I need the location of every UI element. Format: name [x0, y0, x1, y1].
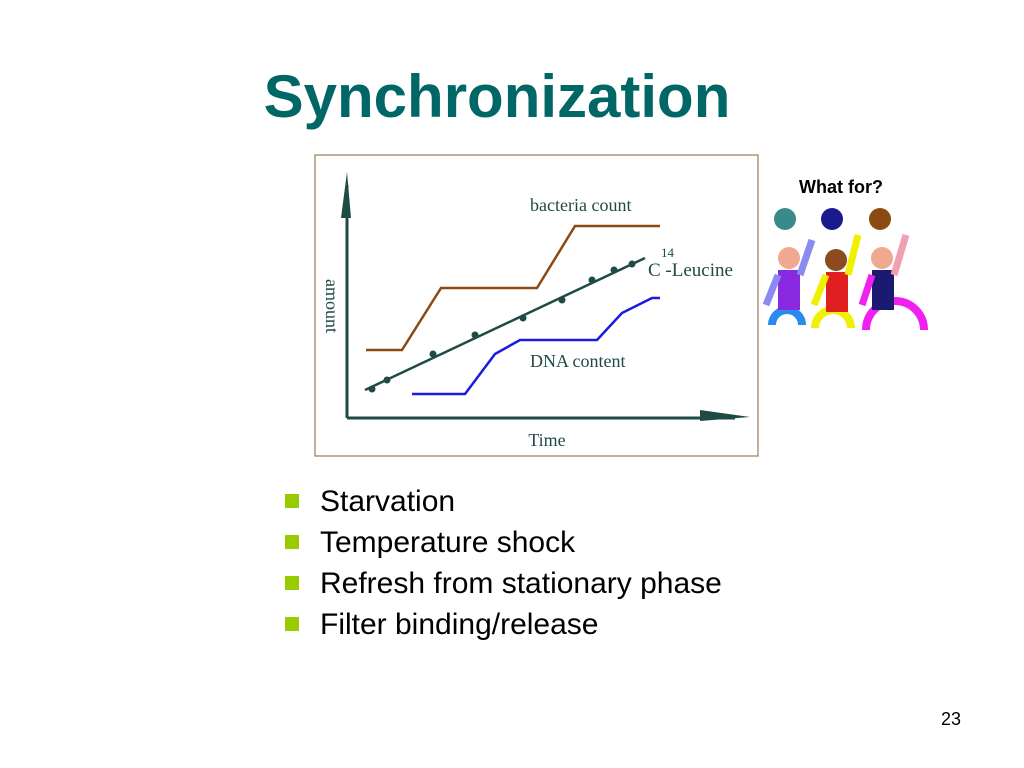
figure-frame: [314, 154, 759, 457]
bullet-text: Refresh from stationary phase: [320, 567, 722, 600]
bullet-list: Starvation Temperature shock Refresh from …: [285, 485, 722, 641]
x-arrow: [700, 410, 750, 421]
y-arrow: [341, 172, 351, 218]
figure: bacteria count 14 C -Leucine DNA content…: [314, 154, 759, 457]
x-axis-label: Time: [528, 430, 565, 450]
y-axis-label: amount: [322, 279, 342, 333]
leucine-label: C -Leucine: [648, 260, 733, 281]
bacteria-line: [366, 224, 660, 352]
bullet-marker: [285, 535, 299, 549]
bullet-marker: [285, 617, 299, 631]
callout: What for?: [799, 177, 883, 197]
bullet-text: Filter binding/release: [320, 608, 598, 641]
bullet-text: Temperature shock: [320, 526, 576, 559]
page-number: 23: [941, 709, 961, 729]
bullet-text: Starvation: [320, 485, 455, 518]
isotope-label: 14: [661, 245, 675, 260]
bullet-marker: [285, 494, 299, 508]
leucine-points: [368, 260, 636, 393]
bacteria-label: bacteria count: [530, 195, 631, 215]
dna-label: DNA content: [530, 351, 625, 371]
slide-title: Synchronization: [264, 63, 731, 130]
bullet-marker: [285, 576, 299, 590]
dna-line: [412, 296, 660, 396]
leucine-line: [364, 256, 646, 392]
people-clipart: [762, 208, 928, 331]
